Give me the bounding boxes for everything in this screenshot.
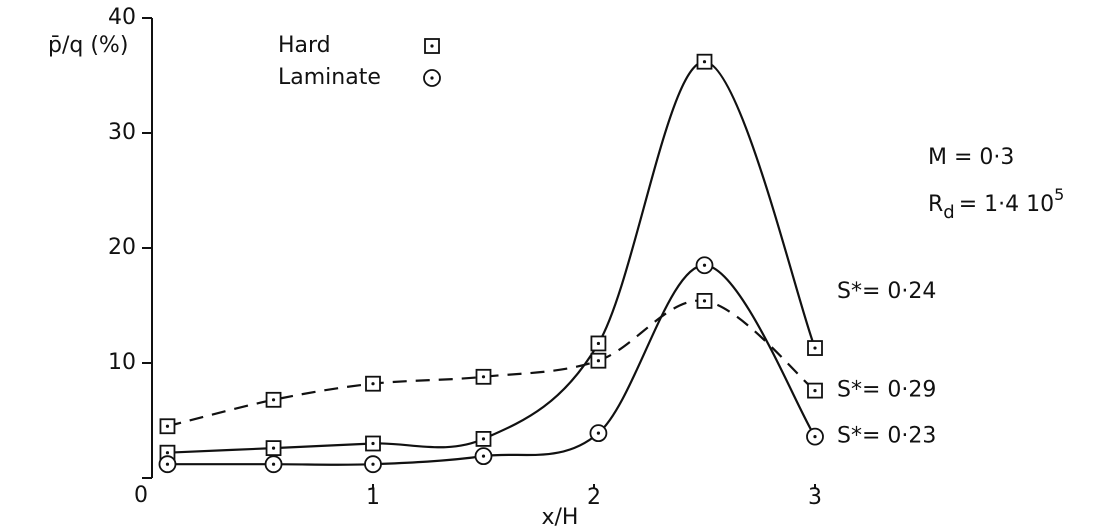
marker-dot xyxy=(371,462,375,466)
marker-dot xyxy=(596,341,601,346)
series-line xyxy=(167,60,817,454)
marker-dot xyxy=(702,299,707,303)
marker-dot xyxy=(481,375,486,379)
marker-dot xyxy=(165,462,170,466)
marker-dot xyxy=(596,359,601,363)
x-axis-label: x/H xyxy=(542,505,579,530)
marker-dot xyxy=(481,454,486,458)
x-tick-label: 3 xyxy=(808,485,822,510)
legend-label: Laminate xyxy=(278,65,381,90)
legend-label: Hard xyxy=(278,33,331,58)
reynolds-annotation: Rd = 1·4 105 xyxy=(928,185,1064,224)
marker-dot xyxy=(813,346,817,350)
marker-dot xyxy=(371,382,375,386)
marker-dot xyxy=(430,44,434,48)
marker-dot xyxy=(165,451,170,455)
y-tick-label: 20 xyxy=(108,235,136,260)
y-tick-label: 30 xyxy=(108,120,136,145)
x-tick-label: 2 xyxy=(587,485,601,510)
y-tick-label: 10 xyxy=(108,350,136,375)
marker-dot xyxy=(271,462,276,466)
series-line xyxy=(167,299,816,428)
marker-dot xyxy=(813,435,817,439)
x-tick-label: 1 xyxy=(366,485,380,510)
marker-dot xyxy=(702,263,707,267)
marker-dot xyxy=(430,76,434,80)
marker-dot xyxy=(165,424,170,428)
y-tick-label: 0 xyxy=(134,483,148,508)
mach-annotation: M = 0·3 xyxy=(928,145,1014,170)
series-label: S*= 0·23 xyxy=(837,424,936,449)
marker-dot xyxy=(702,60,707,64)
y-axis-label: p̄/q (%) xyxy=(48,33,128,58)
series-label: S*= 0·29 xyxy=(837,378,936,403)
marker-dot xyxy=(596,431,601,435)
marker-dot xyxy=(371,441,375,446)
marker-dot xyxy=(813,389,817,393)
marker-dot xyxy=(271,446,276,450)
marker-dot xyxy=(271,398,276,402)
marker-dot xyxy=(481,437,486,441)
series-label: S*= 0·24 xyxy=(837,279,936,304)
y-tick-label: 40 xyxy=(108,5,136,30)
